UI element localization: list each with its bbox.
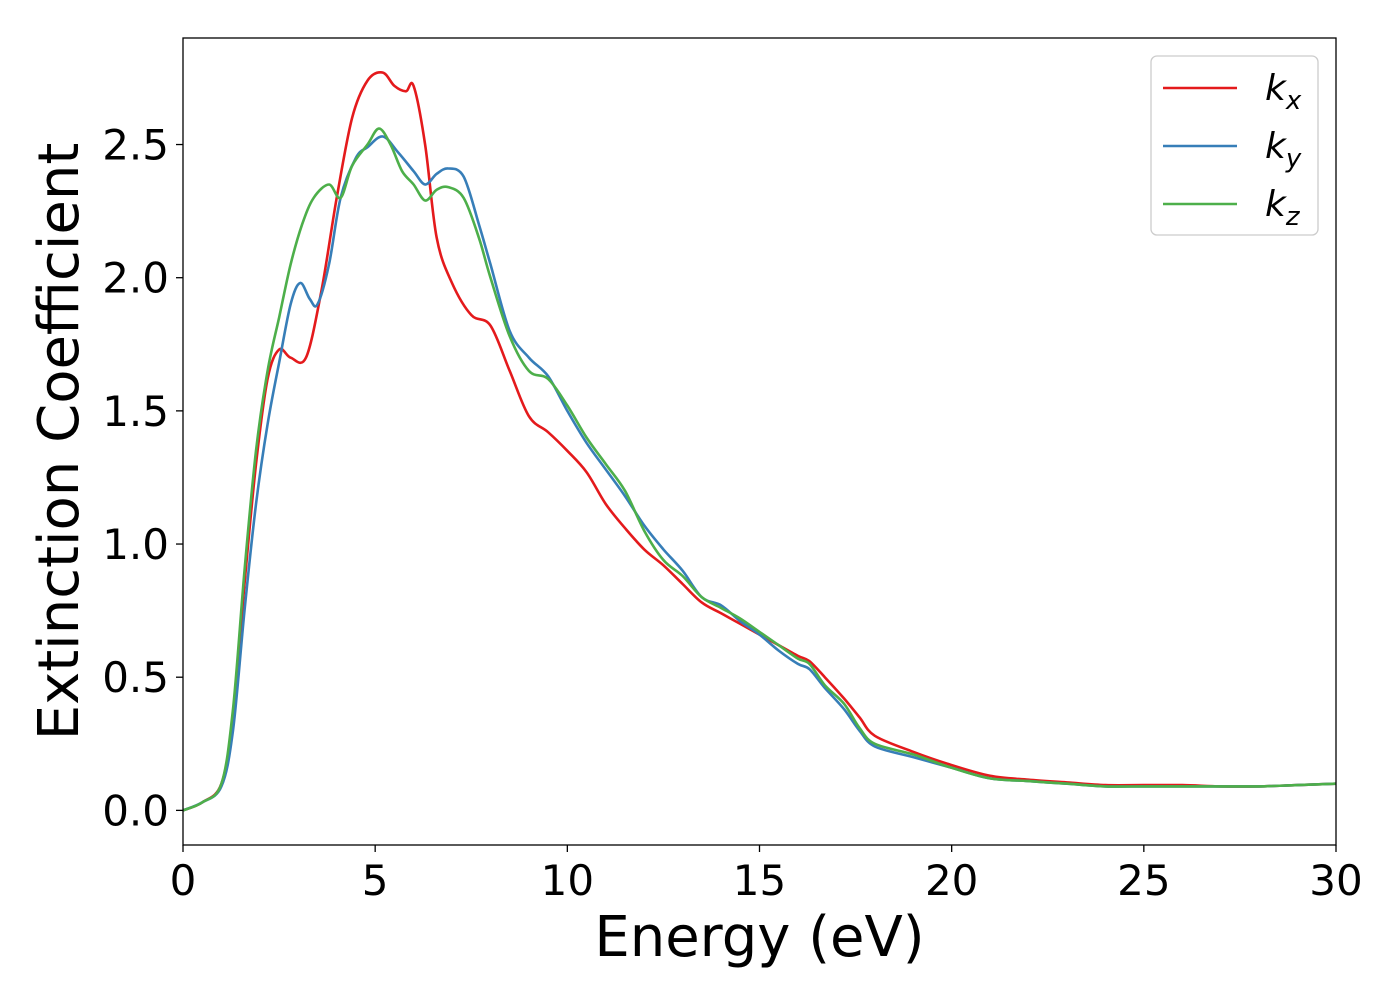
legend-label-base: k [1265,184,1288,225]
series-line-kz [183,127,1336,812]
legend-label-subscript: z [1285,202,1301,232]
x-tick-label: 25 [1117,856,1170,905]
legend-label-base: k [1265,68,1288,109]
legend-label-subscript: y [1285,144,1302,174]
legend-label-ky: ky [1265,126,1302,174]
series-line-kx [183,71,1336,812]
x-tick-label: 5 [362,856,389,905]
legend-label-base: k [1265,126,1288,167]
y-tick-label: 2.0 [102,254,169,303]
series-line-ky [183,135,1336,812]
x-axis-title: Energy (eV) [594,905,924,970]
legend-label-kx: kx [1265,68,1302,116]
x-tick-label: 30 [1309,856,1362,905]
y-tick-label: 1.5 [102,387,169,436]
y-axis: 0.0 0.5 1.0 1.5 2.0 2.5 [102,121,183,835]
legend-label-kz: kz [1265,184,1301,232]
y-tick-label: 1.0 [102,520,169,569]
x-tick-label: 0 [170,856,197,905]
x-tick-label: 20 [925,856,978,905]
y-tick-label: 2.5 [102,121,169,170]
x-axis: 0 5 10 15 20 25 30 [170,845,1363,905]
y-axis-title: Extinction Coefficient [27,143,92,741]
x-tick-label: 10 [541,856,594,905]
legend-label-subscript: x [1285,86,1302,116]
x-tick-label: 15 [733,856,786,905]
y-tick-label: 0.5 [102,653,169,702]
series-layer [183,71,1336,812]
y-tick-label: 0.0 [102,786,169,835]
